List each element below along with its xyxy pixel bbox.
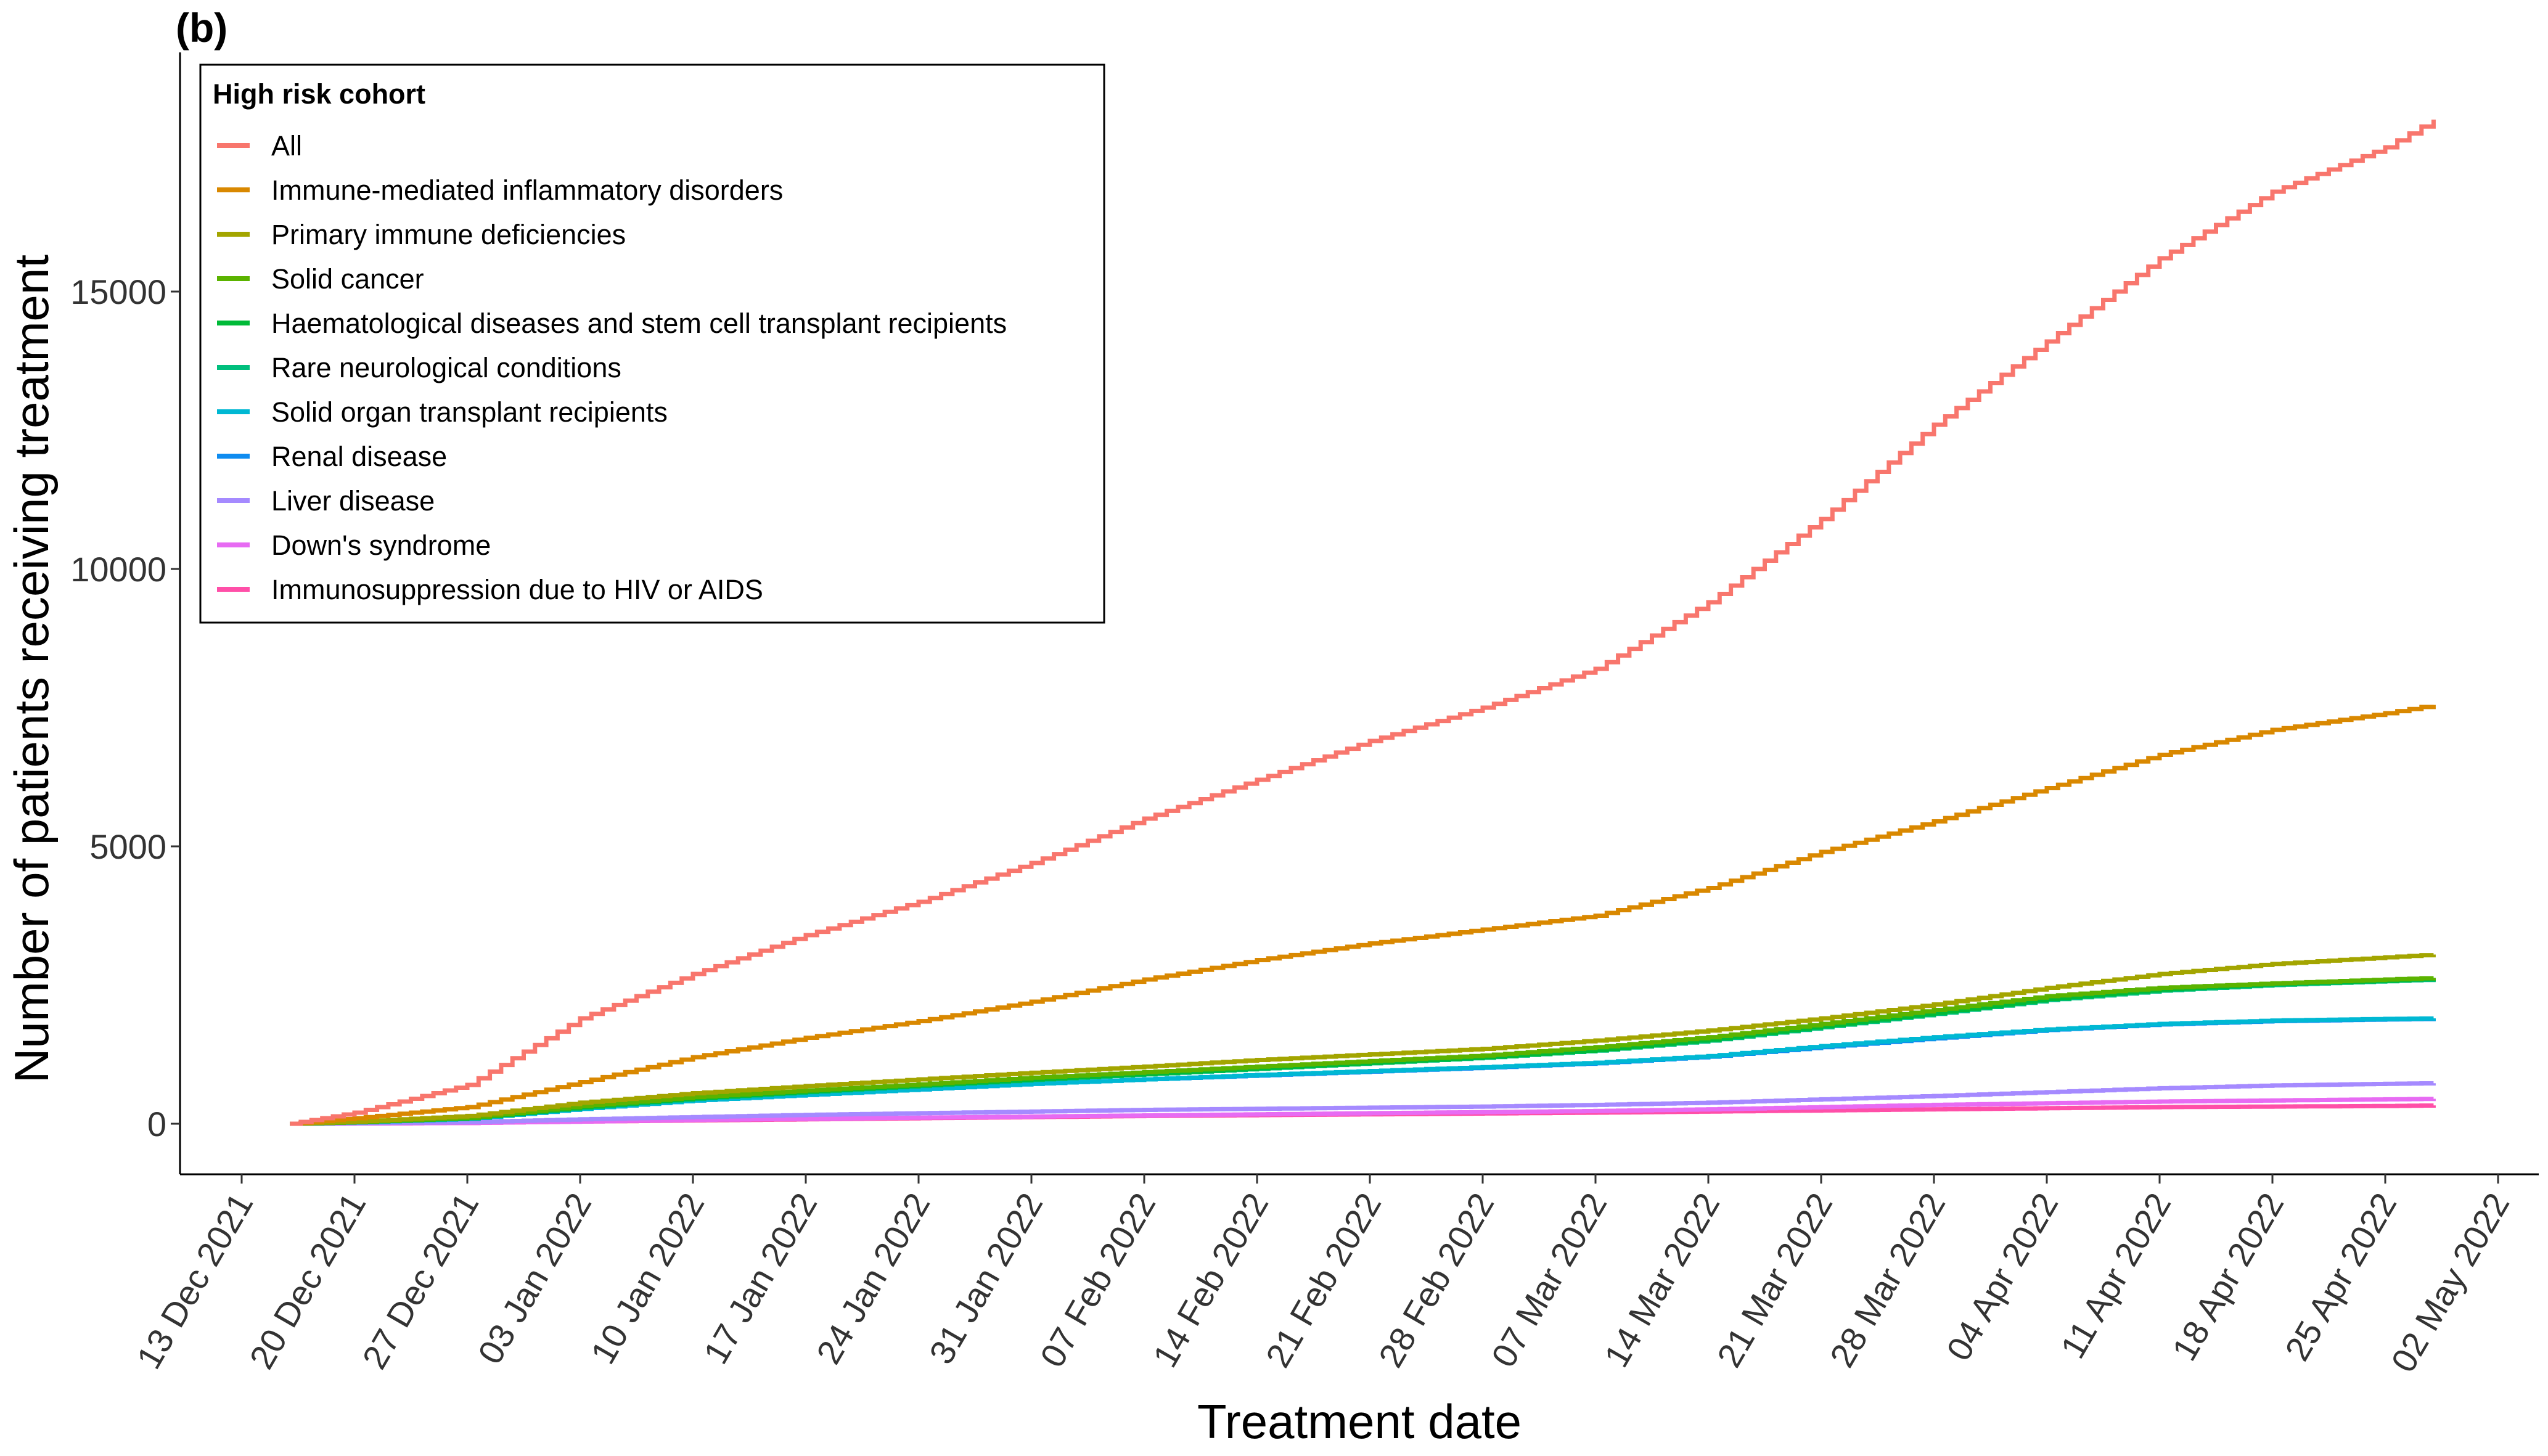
y-tick-label: 15000 xyxy=(70,272,166,311)
x-tick-label: 31 Jan 2022 xyxy=(922,1187,1051,1370)
x-tick-label: 20 Dec 2021 xyxy=(242,1187,373,1376)
y-axis-title: Number of patients receiving treatment xyxy=(4,255,59,1083)
x-tick-label: 02 May 2022 xyxy=(2383,1187,2517,1379)
series-lines xyxy=(290,120,2436,1126)
x-tick-label: 04 Apr 2022 xyxy=(1939,1187,2066,1367)
x-axis-title: Treatment date xyxy=(1197,1394,1522,1449)
y-tick-label: 10000 xyxy=(70,550,166,589)
panel-label: (b) xyxy=(176,5,227,51)
series-line xyxy=(290,976,2436,1126)
series-line xyxy=(290,1097,2436,1126)
x-tick-label: 07 Mar 2022 xyxy=(1484,1187,1615,1374)
x-tick-label: 17 Jan 2022 xyxy=(696,1187,825,1370)
legend-label: Rare neurological conditions xyxy=(271,352,621,383)
legend-label: Immune-mediated inflammatory disorders xyxy=(271,174,783,206)
legend-title: High risk cohort xyxy=(213,78,425,110)
x-tick-label: 03 Jan 2022 xyxy=(470,1187,599,1370)
legend-label: Renal disease xyxy=(271,441,447,472)
x-tick-label: 10 Jan 2022 xyxy=(583,1187,712,1370)
legend-box xyxy=(199,63,1105,624)
legend-label: Solid organ transplant recipients xyxy=(271,396,668,428)
y-tick-label: 0 xyxy=(147,1105,166,1143)
x-tick-label: 25 Apr 2022 xyxy=(2277,1187,2404,1367)
x-tick-label: 11 Apr 2022 xyxy=(2053,1187,2179,1365)
x-tick-label: 18 Apr 2022 xyxy=(2165,1187,2292,1367)
x-tick-label: 14 Feb 2022 xyxy=(1145,1187,1276,1374)
x-tick-label: 21 Mar 2022 xyxy=(1710,1187,1840,1374)
x-tick-label: 28 Mar 2022 xyxy=(1822,1187,1953,1374)
x-tick-label: 13 Dec 2021 xyxy=(129,1187,260,1376)
legend-label: Haematological diseases and stem cell tr… xyxy=(271,308,1007,339)
y-tick-label: 5000 xyxy=(89,827,166,866)
x-tick-label: 24 Jan 2022 xyxy=(809,1187,938,1370)
legend-label: Primary immune deficiencies xyxy=(271,219,626,250)
x-tick-label: 28 Feb 2022 xyxy=(1371,1187,1502,1374)
x-tick-label: 07 Feb 2022 xyxy=(1033,1187,1163,1374)
x-tick-label: 14 Mar 2022 xyxy=(1597,1187,1727,1374)
x-tick-label: 27 Dec 2021 xyxy=(354,1187,486,1376)
legend-label: All xyxy=(271,130,302,162)
legend-label: Immunosuppression due to HIV or AIDS xyxy=(271,574,763,605)
legend-label: Liver disease xyxy=(271,485,435,517)
x-tick-label: 21 Feb 2022 xyxy=(1258,1187,1389,1374)
series-line xyxy=(290,120,2436,1126)
legend-label: Down's syndrome xyxy=(271,530,491,561)
series-line xyxy=(290,953,2436,1126)
legend-label: Solid cancer xyxy=(271,263,424,295)
series-line xyxy=(290,1081,2436,1126)
series-line xyxy=(290,705,2436,1126)
legend: High risk cohort All Immune-mediated infl… xyxy=(199,63,1105,624)
